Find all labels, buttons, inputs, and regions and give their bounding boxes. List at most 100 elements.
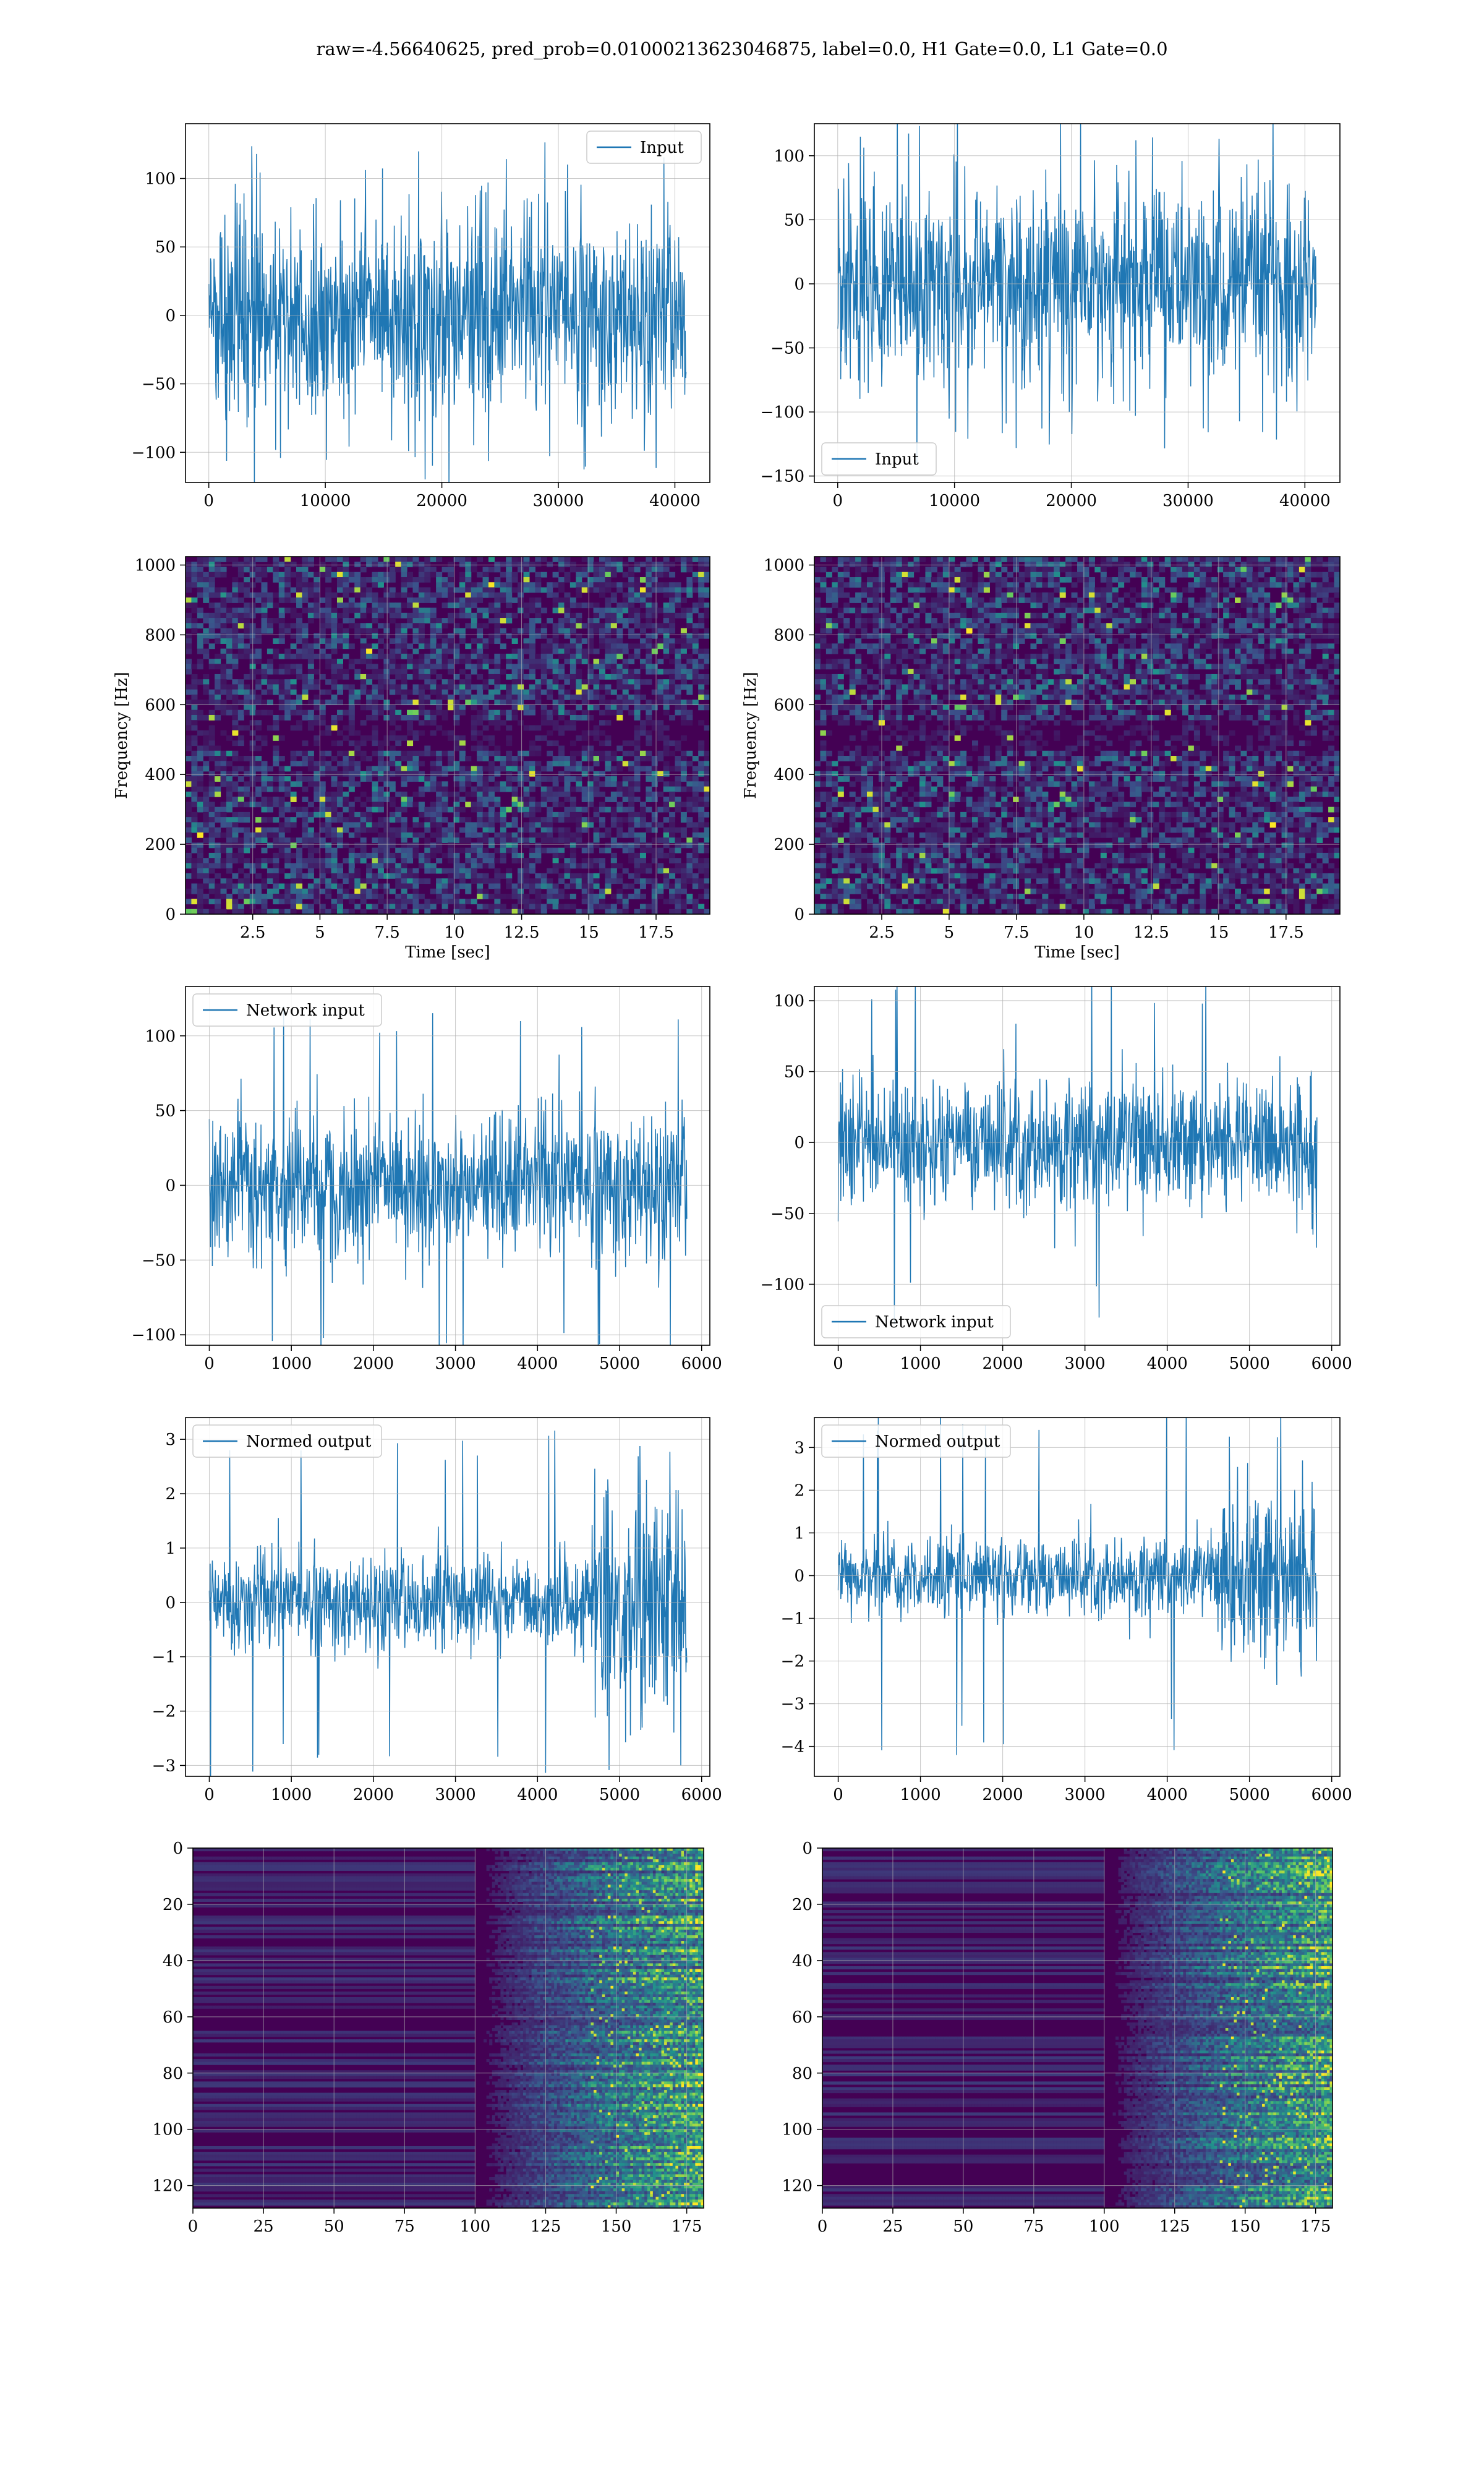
heatmap-cell (1211, 602, 1218, 609)
heatmap-cell (581, 847, 588, 854)
heatmap-cell (1258, 597, 1264, 603)
heatmap-cell (436, 700, 443, 706)
heatmap-cell (232, 797, 239, 802)
heatmap-cell (307, 893, 314, 899)
heatmap-cell (441, 837, 448, 843)
heatmap-cell (1293, 571, 1300, 578)
heatmap-cell (226, 689, 232, 695)
heatmap-cell (307, 766, 314, 772)
heatmap-cell (1188, 562, 1195, 568)
heatmap-cell (220, 802, 227, 808)
heatmap-cell (436, 756, 443, 761)
heatmap-cell (395, 761, 402, 767)
heatmap-cell (296, 669, 303, 675)
heatmap-cell (587, 638, 594, 644)
heatmap-cell (564, 776, 571, 782)
heatmap-cell (401, 750, 407, 756)
heatmap-cell (401, 837, 407, 843)
heatmap-cell (389, 602, 396, 609)
heatmap-cell (465, 832, 472, 838)
heatmap-cell (436, 633, 443, 639)
heatmap-cell (302, 674, 309, 680)
heatmap-cell (1071, 607, 1078, 614)
heatmap-cell (518, 873, 524, 879)
heatmap-cell (191, 771, 198, 777)
heatmap-cell (383, 557, 390, 562)
heatmap-cell (220, 571, 227, 578)
heatmap-cell (680, 587, 687, 593)
heatmap-cell (436, 893, 443, 899)
heatmap-cell (622, 659, 629, 664)
heatmap-cell (908, 602, 915, 609)
heatmap-cell (244, 802, 250, 808)
heatmap-cell (482, 567, 489, 573)
heatmap-cell (290, 607, 297, 614)
heatmap-cell (686, 557, 693, 562)
heatmap-cell (407, 623, 414, 629)
heatmap-cell (232, 607, 239, 614)
heatmap-cell (1007, 557, 1013, 562)
heatmap-cell (599, 567, 605, 573)
heatmap-cell (232, 725, 239, 731)
heatmap-cell (360, 750, 367, 756)
heatmap-cell (593, 674, 600, 680)
heatmap-cell (290, 883, 297, 889)
heatmap-cell (273, 756, 279, 761)
heatmap-cell (360, 648, 367, 654)
heatmap-cell (1013, 562, 1020, 568)
heatmap-cell (861, 602, 868, 609)
heatmap-cell (547, 684, 553, 690)
heatmap-cell (383, 679, 390, 685)
heatmap-cell (937, 571, 944, 578)
heatmap-cell (307, 817, 314, 823)
heatmap-cell (675, 557, 681, 562)
heatmap-cell (197, 714, 203, 721)
heatmap-cell (191, 781, 198, 787)
heatmap-cell (477, 802, 484, 808)
heatmap-cell (366, 679, 373, 685)
heatmap-cell (343, 873, 349, 879)
heatmap-cell (995, 571, 1002, 578)
heatmap-cell (506, 868, 513, 874)
heatmap-cell (237, 571, 244, 578)
heatmap-cell (1211, 592, 1218, 598)
heatmap-cell (203, 638, 210, 644)
heatmap-cell (290, 868, 297, 874)
heatmap-cell (296, 582, 303, 588)
heatmap-cell (564, 689, 571, 695)
heatmap-cell (331, 811, 338, 818)
heatmap-cell (593, 832, 600, 838)
heatmap-cell (657, 725, 664, 731)
heatmap-cell (599, 899, 605, 905)
heatmap-cell (651, 623, 658, 629)
heatmap-cell (197, 562, 203, 568)
heatmap-cell (523, 883, 530, 889)
heatmap-cell (395, 807, 402, 813)
heatmap-cell (651, 837, 658, 843)
heatmap-cell (278, 633, 285, 639)
heatmap-cell (453, 766, 460, 772)
heatmap-cell (267, 893, 273, 899)
heatmap-cell (348, 909, 355, 914)
heatmap-cell (593, 704, 600, 711)
heatmap-cell (389, 653, 396, 659)
heatmap-cell (401, 822, 407, 828)
heatmap-cell (407, 653, 414, 659)
heatmap-cell (273, 735, 279, 741)
heatmap-cell (908, 607, 915, 614)
heatmap-cell (1088, 582, 1095, 588)
heatmap-cell (191, 858, 198, 864)
heatmap-cell (383, 700, 390, 706)
heatmap-cell (401, 868, 407, 874)
heatmap-cell (569, 858, 576, 864)
heatmap-cell (186, 700, 192, 706)
heatmap-cell (261, 700, 268, 706)
heatmap-cell (448, 633, 454, 639)
heatmap-cell (383, 847, 390, 854)
heatmap-cell (954, 567, 961, 573)
heatmap-cell (401, 689, 407, 695)
heatmap-cell (465, 873, 472, 879)
heatmap-cell (343, 607, 349, 614)
heatmap-cell (581, 909, 588, 914)
heatmap-cell (651, 725, 658, 731)
